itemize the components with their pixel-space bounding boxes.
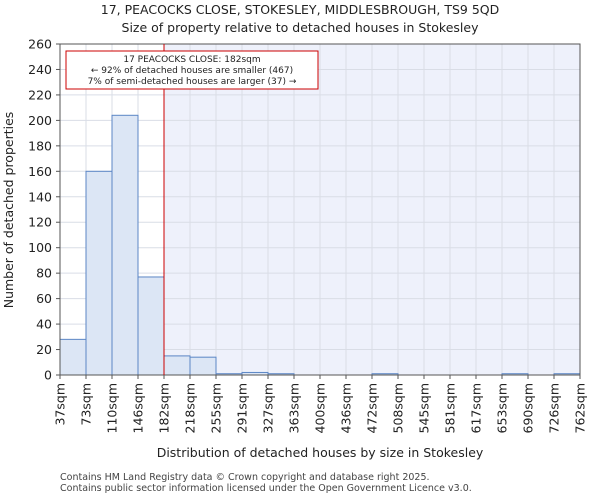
y-tick-label: 100: [28, 240, 52, 255]
x-tick-label: 436sqm: [339, 383, 354, 433]
x-tick-label: 617sqm: [469, 383, 484, 433]
y-tick-label: 80: [36, 266, 52, 281]
x-tick-label: 726sqm: [547, 383, 562, 433]
y-tick-label: 240: [28, 62, 52, 77]
y-tick-label: 260: [28, 37, 52, 52]
x-tick-label: 255sqm: [209, 383, 224, 433]
annotation-box: [65, 50, 319, 90]
x-tick-label: 327sqm: [261, 383, 276, 433]
x-axis-label: Distribution of detached houses by size …: [157, 445, 484, 460]
chart-title: 17, PEACOCKS CLOSE, STOKESLEY, MIDDLESBR…: [101, 2, 499, 17]
annotation-line: ← 92% of detached houses are smaller (46…: [91, 66, 293, 76]
y-tick-label: 0: [44, 368, 52, 383]
bar: [163, 355, 191, 376]
x-tick-label: 218sqm: [183, 383, 198, 433]
footer-line-2: Contains public sector information licen…: [60, 483, 472, 494]
y-tick-label: 160: [28, 164, 52, 179]
x-tick-label: 545sqm: [417, 383, 432, 433]
y-tick-label: 120: [28, 215, 52, 230]
x-tick-label: 73sqm: [79, 383, 94, 426]
y-tick-label: 20: [36, 342, 52, 357]
x-tick-label: 363sqm: [287, 383, 302, 433]
x-tick-label: 581sqm: [443, 383, 458, 433]
bar: [137, 276, 165, 376]
x-tick-label: 37sqm: [53, 383, 68, 426]
y-tick-label: 60: [36, 291, 52, 306]
x-tick-label: 690sqm: [521, 383, 536, 433]
chart-subtitle: Size of property relative to detached ho…: [122, 20, 480, 35]
x-tick-label: 653sqm: [495, 383, 510, 433]
bar: [111, 114, 139, 376]
bar: [59, 338, 87, 376]
x-tick-label: 291sqm: [235, 383, 250, 433]
bar: [85, 170, 113, 376]
footer-line-1: Contains HM Land Registry data © Crown c…: [60, 472, 430, 483]
x-tick-label: 472sqm: [365, 383, 380, 433]
x-tick-label: 110sqm: [105, 383, 120, 433]
x-tick-label: 762sqm: [573, 383, 588, 433]
y-tick-label: 180: [28, 138, 52, 153]
x-tick-label: 146sqm: [131, 383, 146, 433]
x-tick-label: 182sqm: [157, 383, 172, 433]
y-tick-label: 220: [28, 87, 52, 102]
y-tick-label: 200: [28, 113, 52, 128]
annotation-line: 17 PEACOCKS CLOSE: 182sqm: [123, 55, 260, 65]
x-tick-label: 508sqm: [391, 383, 406, 433]
y-axis-label: Number of detached properties: [1, 112, 16, 309]
x-tick-label: 400sqm: [313, 383, 328, 433]
plot-area: 0 20 40 60 80 100 120 140 160 180 200 220 240 260 37sq…: [28, 37, 587, 434]
y-tick-label: 140: [28, 189, 52, 204]
y-tick-label: 40: [36, 317, 52, 332]
annotation-line: 7% of semi-detached houses are larger (3…: [88, 77, 297, 87]
bar: [189, 356, 217, 376]
